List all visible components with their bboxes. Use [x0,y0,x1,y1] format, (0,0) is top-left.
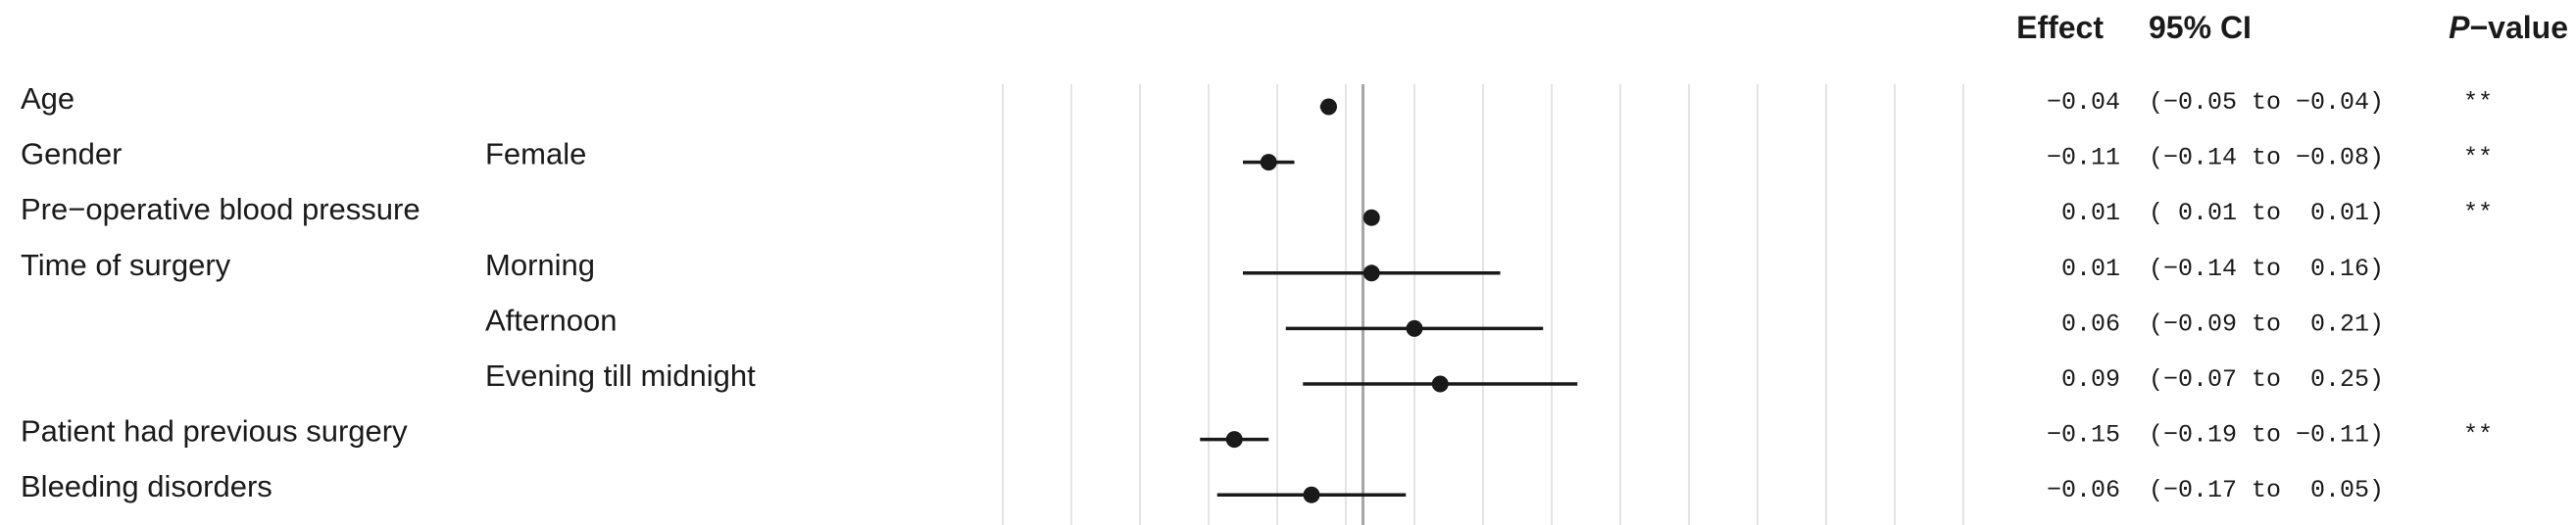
ci-value: (−0.05 to −0.04) [2149,88,2384,117]
effect-header: Effect [2016,10,2104,45]
ci-value: (−0.09 to 0.21) [2149,310,2384,338]
effect-value: −0.04 [2047,88,2120,117]
effect-value: 0.09 [2061,365,2120,394]
row-level-label: Morning [485,248,595,282]
effect-point [1303,486,1320,503]
row-level-label: Evening till midnight [485,358,756,393]
plot-marks [1200,98,1578,503]
ci-value: (−0.14 to 0.16) [2149,255,2384,283]
ci-value: (−0.17 to 0.05) [2149,476,2384,504]
effect-point [1320,98,1337,116]
row-level-label: Female [485,137,586,171]
effect-point [1406,319,1423,337]
row-variable-label: Age [21,81,74,116]
effect-point [1260,154,1277,171]
row-variable-label: Time of surgery [21,248,231,282]
effect-point [1362,264,1380,282]
p-value-header-suffix: −value [2469,10,2568,45]
effect-value: −0.11 [2047,144,2120,172]
effect-point [1431,375,1449,393]
ci-header: 95% CI [2149,10,2252,45]
row-labels: Age −0.04 (−0.05 to −0.04) ** Gender Female −0… [21,81,2493,504]
effect-point [1362,209,1380,226]
effect-value: −0.06 [2047,476,2120,504]
p-value-stars: ** [2463,421,2493,450]
grid-lines [1002,84,1964,525]
effect-value: 0.06 [2061,310,2120,338]
effect-value: 0.01 [2061,255,2120,283]
p-value-stars: ** [2463,144,2493,172]
ci-value: (−0.19 to −0.11) [2149,421,2384,450]
row-variable-label: Patient had previous surgery [21,414,408,449]
ci-value: ( 0.01 to 0.01) [2149,199,2384,227]
p-value-stars: ** [2463,88,2493,117]
row-variable-label: Gender [21,137,122,171]
effect-point [1225,431,1243,449]
row-variable-label: Pre−operative blood pressure [21,192,421,226]
row-variable-label: Bleeding disorders [21,469,272,503]
ci-value: (−0.14 to −0.08) [2149,144,2384,172]
ci-value: (−0.07 to 0.25) [2149,365,2384,394]
p-value-header-italic: P [2449,10,2470,45]
p-value-header: P−value [2449,10,2568,45]
effect-value: −0.15 [2047,421,2120,450]
effect-value: 0.01 [2061,199,2120,227]
row-level-label: Afternoon [485,303,617,337]
p-value-stars: ** [2463,199,2493,227]
